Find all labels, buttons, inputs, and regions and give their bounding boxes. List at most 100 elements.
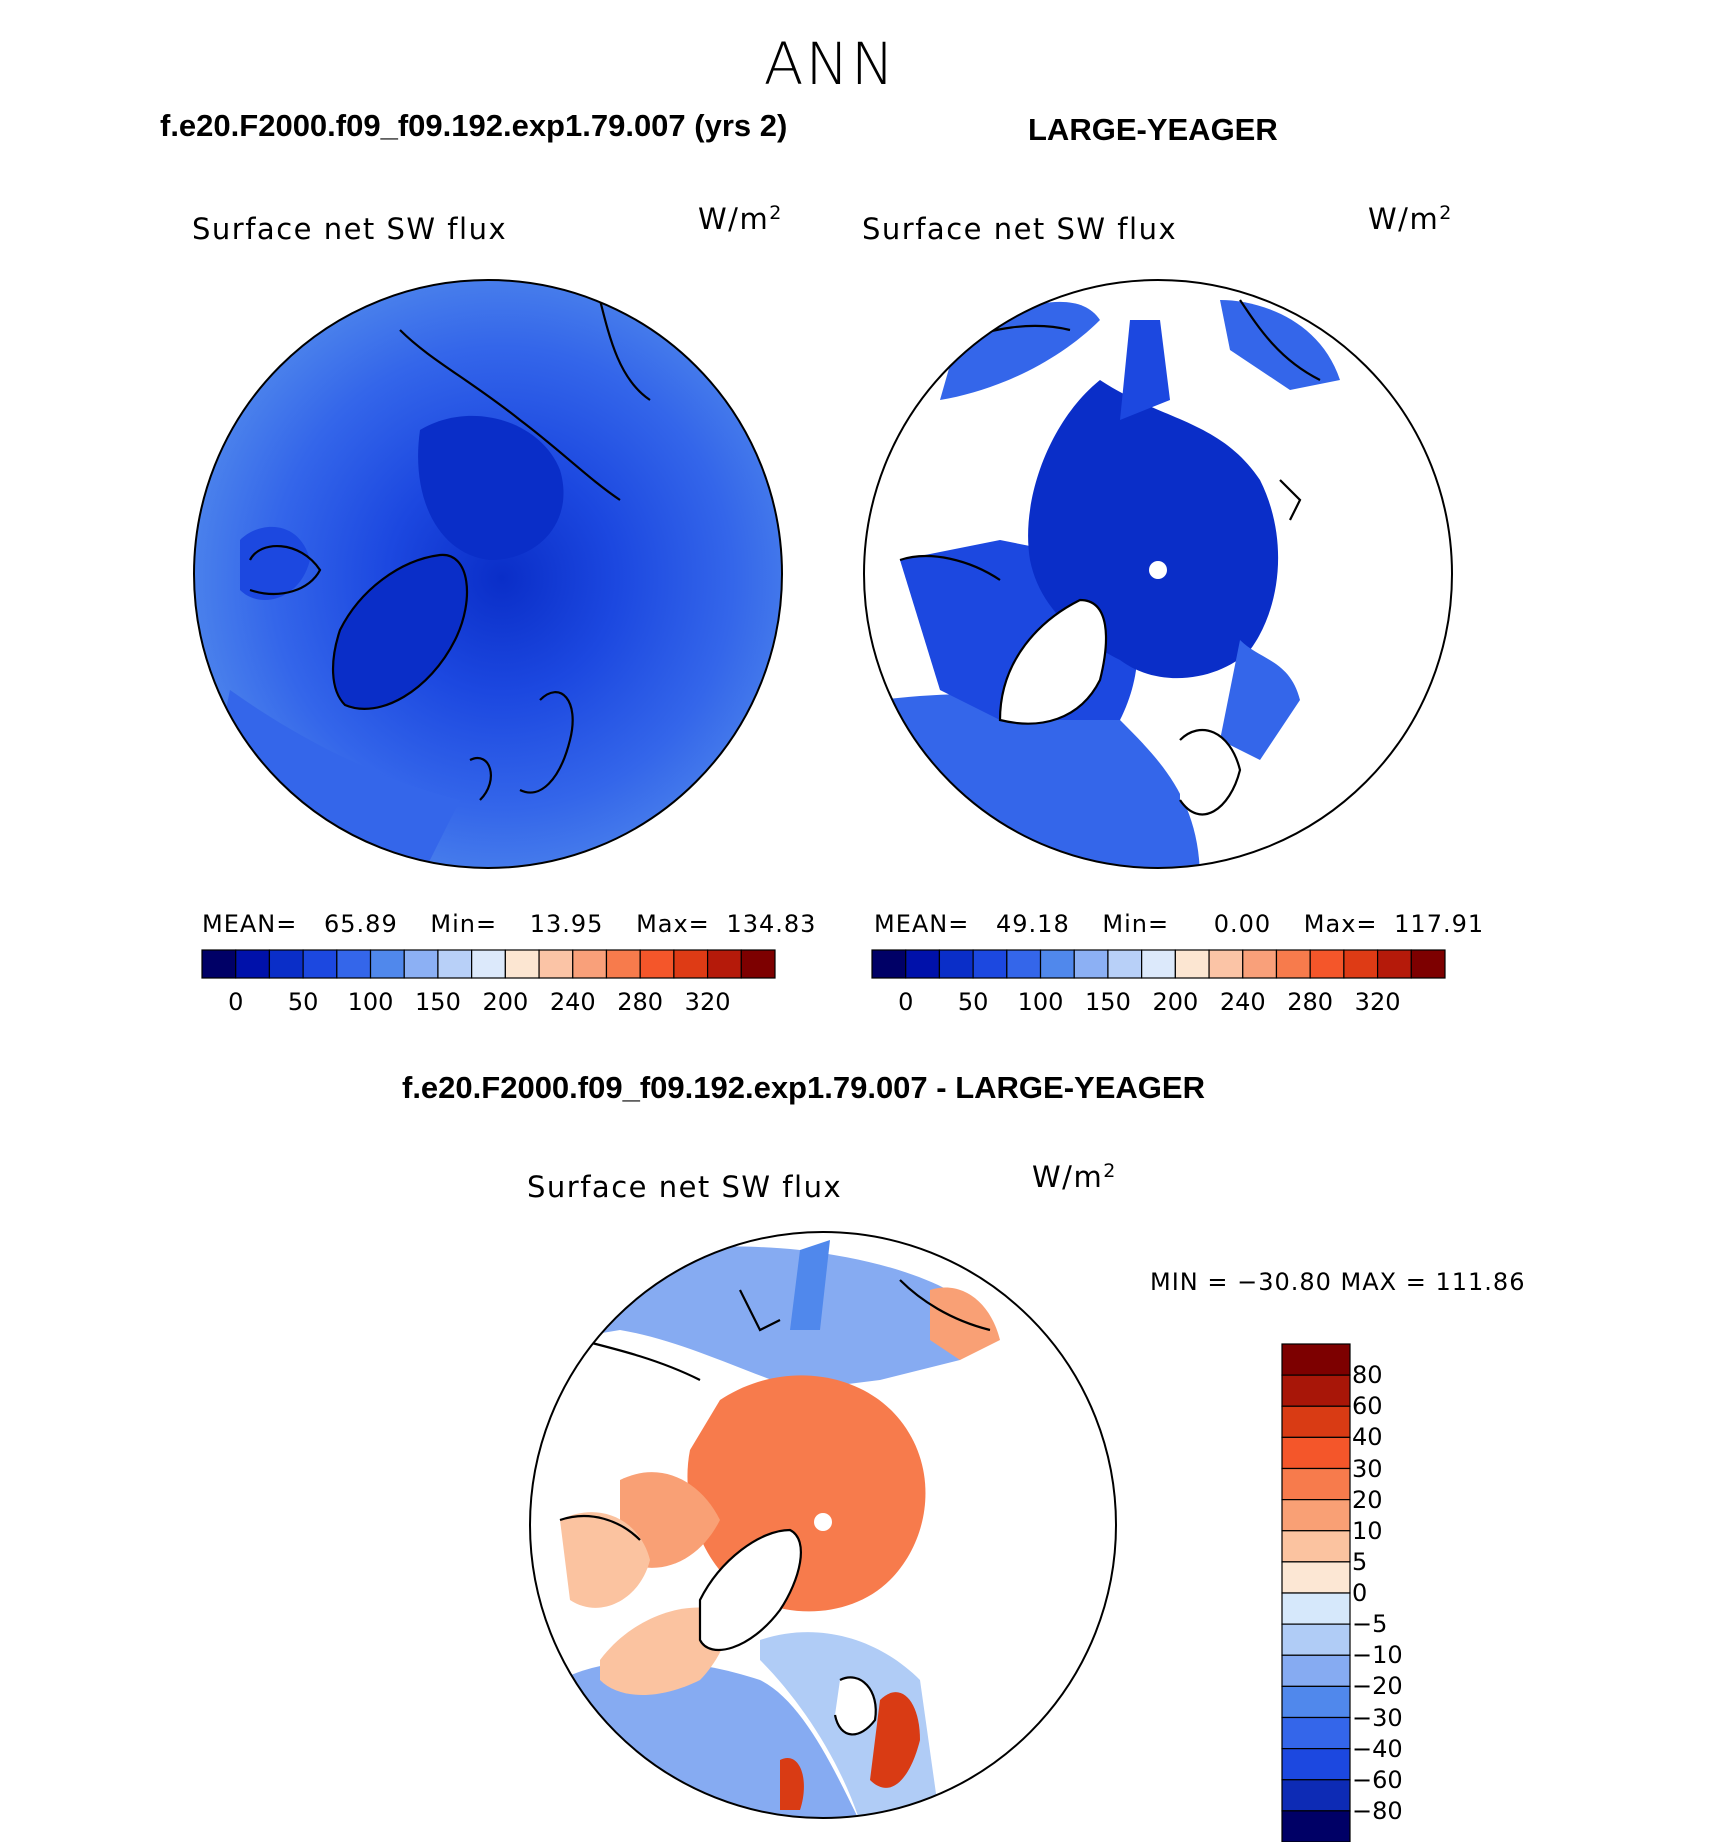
panel3-colorbar-tick: 0: [1352, 1579, 1368, 1607]
panel1-colorbar-bin: [437, 949, 473, 979]
panel2-max-label: Max=: [1303, 910, 1378, 938]
panel3-pole-hole: [814, 1513, 832, 1531]
panel3-colorbar-bin: [1281, 1592, 1351, 1625]
panel2-colorbar-tick: 150: [1085, 988, 1131, 1016]
panel1-greenland-field: [333, 554, 467, 709]
panel1-units: W/m2: [698, 202, 783, 236]
panel1-colorbar-tick: 100: [347, 988, 394, 1016]
panel3-colorbar-tick: −5: [1352, 1610, 1388, 1639]
panel1-min-value: 13.95: [529, 910, 604, 938]
panel1-colorbar-tick: 0: [228, 988, 244, 1016]
panel3-colorbar-bin: [1281, 1499, 1351, 1532]
panel3-colorbar-tick: 20: [1352, 1485, 1383, 1514]
panel3-colorbar-bin: [1281, 1436, 1351, 1470]
panel1-colorbar-bin: [538, 949, 574, 979]
panel3-colorbar-bin: [1281, 1716, 1351, 1750]
panel2-colorbar-bin: [938, 949, 974, 979]
panel1-max-value: 134.83: [726, 910, 817, 938]
panel3-colorbar-tick: 30: [1352, 1454, 1383, 1483]
panel2-min-value: 0.00: [1213, 910, 1272, 938]
panel3-colorbar-tick: 10: [1352, 1516, 1383, 1545]
panel3-colorbar-bin: [1281, 1405, 1351, 1438]
panel2-colorbar-tick: 50: [957, 988, 989, 1016]
panel1-colorbar-ticks: 0 50 100 150 200 240 280 320: [202, 988, 775, 1018]
panel2-ocean-south: [864, 694, 1200, 868]
panel1-colorbar-bin: [235, 949, 271, 979]
panel2-colorbar-bin: [1275, 949, 1311, 979]
panel1-colorbar-bin: [403, 949, 439, 979]
panel2-pole-hole: [1149, 561, 1167, 579]
panel2-greenland-land: [1000, 600, 1106, 724]
panel3-colorbar-tick: 60: [1352, 1392, 1383, 1421]
panel1-colorbar-bin: [639, 949, 675, 979]
panel3-variable: Surface net SW flux: [527, 1170, 843, 1204]
panel1-stats: MEAN= 65.89 Min= 13.95 Max= 134.83: [202, 910, 816, 938]
panel3-colorbar-bin: [1281, 1623, 1351, 1656]
panel3-coastlines: [559, 1279, 991, 1736]
panel3-colorbar-tick: −30: [1352, 1703, 1403, 1732]
panel3-colorbar-bin: [1281, 1343, 1351, 1376]
panel2-max-value: 117.91: [1394, 910, 1485, 938]
panel1-colorbar-tick: 150: [415, 988, 461, 1016]
panel3-colorbar-bin: [1281, 1654, 1351, 1687]
panel1-colorbar-bin: [336, 949, 372, 979]
panel1-max-label: Max=: [636, 910, 710, 938]
panel3-colorbar-bin: [1281, 1685, 1351, 1719]
panel3-greenland-land: [700, 1530, 801, 1650]
panel1-mean-value: 65.89: [324, 910, 398, 938]
panel3-ocean-negative-south: [530, 1661, 860, 1818]
panel3-colorbar-bin: [1281, 1467, 1351, 1501]
panel2-colorbar-bin: [905, 949, 941, 979]
panel3-colorbar-tick: −60: [1352, 1765, 1403, 1794]
panel3-arctic-positive: [687, 1375, 926, 1612]
panel2-colorbar-tick: 240: [1219, 988, 1266, 1016]
panel2-arctic-ice: [1028, 380, 1279, 679]
panel1-colorbar-bin: [268, 949, 304, 979]
panel2-colorbar-bin: [1006, 949, 1042, 979]
panel1-colorbar-bin: [706, 949, 742, 979]
panel1-colorbar-bin: [369, 949, 405, 979]
panel3-colorbar-tick: −20: [1352, 1672, 1403, 1701]
panel2-units: W/m2: [1368, 202, 1453, 236]
panel3-colorbar-tick: −40: [1352, 1734, 1403, 1763]
panel2-stats: MEAN= 49.18 Min= 0.00 Max= 117.91: [874, 910, 1484, 938]
panel2-colorbar-bin: [1410, 949, 1446, 979]
panel3-map-outline: [529, 1231, 1117, 1819]
panel2-colorbar-ticks: 0 50 100 150 200 240 280 320: [872, 988, 1445, 1018]
panel1-map-outline: [193, 279, 783, 869]
panel1-variable: Surface net SW flux: [192, 212, 508, 246]
panel2-colorbar-bin: [1107, 949, 1143, 979]
panel3-colorbar-tick: 80: [1352, 1361, 1383, 1390]
panel2-title: LARGE-YEAGER: [1028, 112, 1278, 147]
panel1-mean-label: MEAN=: [202, 910, 298, 938]
panel2-colorbar-bin: [1141, 949, 1176, 979]
panel3-colorbar-bin: [1281, 1561, 1351, 1594]
panel2-colorbar-bin: [1343, 949, 1379, 979]
panel3-colorbar-bin: [1281, 1530, 1351, 1563]
panel2-colorbar-bin: [1174, 949, 1210, 979]
panel3-units: W/m2: [1032, 1160, 1117, 1194]
panel2-colorbar-bin: [972, 949, 1008, 979]
panel2-min-label: Min=: [1102, 910, 1170, 938]
panel1-colorbar-tick: 280: [617, 988, 664, 1016]
panel3-colorbar-tick: 5: [1352, 1547, 1368, 1576]
panel1-colorbar-bin: [302, 949, 338, 979]
season-title: ANN: [763, 30, 897, 98]
panel3-colorbar-tick: −10: [1352, 1641, 1403, 1670]
panel1-colorbar-bin: [605, 949, 641, 979]
panel1-colorbar-bin: [572, 949, 608, 979]
panel3-colorbar-bin: [1281, 1779, 1351, 1812]
panel2-coastlines: [899, 299, 1321, 816]
panel1-colorbar-tick: 240: [549, 988, 596, 1016]
panel2-colorbar-tick: 280: [1287, 988, 1334, 1016]
panel3-colorbar-tick: −80: [1352, 1796, 1403, 1825]
panel1-min-label: Min=: [430, 910, 498, 938]
panel2-colorbar-bin: [1039, 949, 1075, 979]
panel1-coastlines: [249, 299, 651, 801]
panel2-colorbar-tick: 320: [1354, 988, 1401, 1016]
panel1-colorbar-tick: 320: [684, 988, 731, 1016]
panel2-colorbar-bin: [1376, 949, 1412, 979]
panel2-colorbar: [871, 949, 1446, 979]
panel2-colorbar-bin: [1309, 949, 1345, 979]
panel2-colorbar-bin: [1242, 949, 1278, 979]
